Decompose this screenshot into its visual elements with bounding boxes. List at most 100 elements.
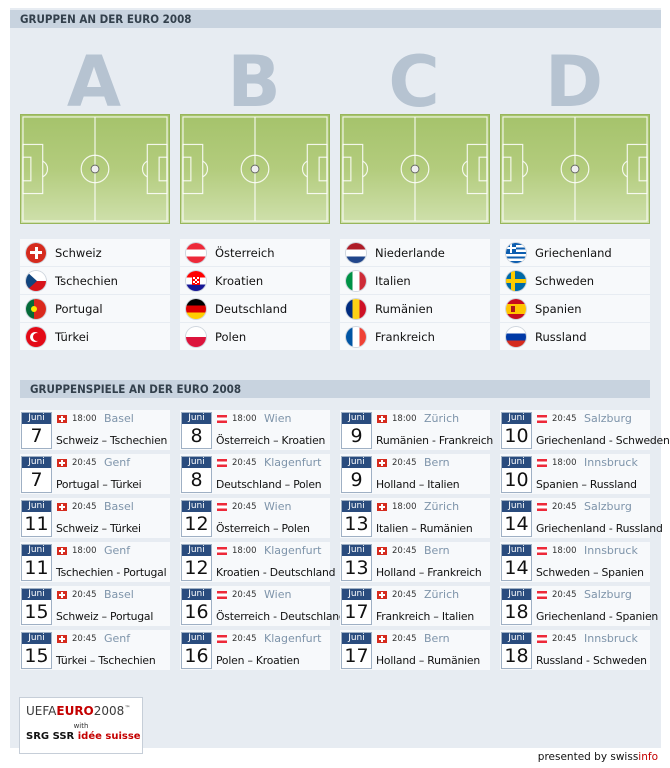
calendar-icon: Juni 12 [181,500,212,537]
match-teams: Kroatien - Deutschland [216,566,336,579]
team-name: Spanien [535,301,582,316]
pt-flag-icon [26,298,46,319]
match-teams: Tschechien - Portugal [56,566,167,579]
match-day: 15 [24,645,49,667]
at-flag-icon [186,242,206,263]
group-letter-d: D [544,41,604,123]
match-card: Juni 18 20:45 Innsbruck Russland - Schweden [500,630,650,670]
match-teams: Griechenland - Spanien [536,610,659,623]
match-card: Juni 9 18:00 Zürich Rumänien - Frankreich [340,410,493,450]
es-flag-icon [506,298,526,319]
match-day: 9 [350,469,363,491]
ch-host-flag-icon [57,503,67,511]
group-letter-a: A [66,41,122,123]
match-card: Juni 13 18:00 Zürich Italien – Rumänien [340,498,490,538]
team-row: Polen [180,323,330,350]
match-card: Juni 11 20:45 Basel Schweiz – Türkei [20,498,170,538]
team-row: Kroatien [180,267,330,294]
match-city: Wien [264,500,292,513]
match-card: Juni 15 20:45 Basel Schweiz – Portugal [20,586,170,626]
match-time: 20:45 [392,546,417,556]
se-flag-icon [506,270,526,291]
at-host-flag-icon [217,635,227,643]
team-row: Tschechien [20,267,170,294]
match-month: Juni [342,413,371,424]
calendar-icon: Juni 14 [501,500,532,537]
ch-host-flag-icon [57,591,67,599]
team-name: Italien [375,273,411,288]
match-month: Juni [342,501,371,512]
match-day: 17 [344,601,369,623]
at-host-flag-icon [537,415,547,423]
team-row: Spanien [500,295,650,322]
match-time: 20:45 [552,634,577,644]
match-city: Innsbruck [584,544,638,557]
cz-flag-icon [26,270,46,291]
at-host-flag-icon [537,591,547,599]
match-city: Wien [264,412,292,425]
match-time: 18:00 [392,414,417,424]
match-time: 20:45 [232,502,257,512]
ch-host-flag-icon [377,415,387,423]
match-city: Basel [104,500,134,513]
calendar-icon: Juni 8 [181,456,212,493]
match-time: 20:45 [552,502,577,512]
match-time: 18:00 [72,546,97,556]
match-card: Juni 17 20:45 Bern Holland – Rumänien [340,630,490,670]
match-city: Zürich [424,412,460,425]
team-name: Tschechien [55,273,118,288]
at-host-flag-icon [217,415,227,423]
at-host-flag-icon [537,459,547,467]
team-name: Deutschland [215,301,288,316]
match-month: Juni [342,633,371,644]
match-city: Innsbruck [584,632,638,645]
calendar-icon: Juni 8 [181,412,212,449]
match-day: 8 [190,469,203,491]
match-city: Zürich [424,588,460,601]
tr-flag-icon [26,326,46,347]
match-teams: Schweiz – Portugal [56,610,154,623]
ch-host-flag-icon [377,591,387,599]
it-flag-icon [346,270,366,291]
match-month: Juni [502,633,531,644]
hr-flag-icon [186,270,206,291]
match-time: 20:45 [552,590,577,600]
match-month: Juni [182,413,211,424]
match-month: Juni [502,545,531,556]
team-name: Rumänien [375,301,433,316]
calendar-icon: Juni 18 [501,632,532,669]
match-time: 20:45 [232,634,257,644]
match-day: 10 [504,469,529,491]
match-month: Juni [22,589,51,600]
pitch-graphic [340,114,490,224]
team-row: Frankreich [340,323,490,350]
ch-host-flag-icon [377,503,387,511]
pitch-graphic [180,114,330,224]
ru-flag-icon [506,326,526,347]
match-day: 11 [24,513,49,535]
match-month: Juni [502,589,531,600]
match-day: 11 [24,557,49,579]
match-day: 10 [504,425,529,447]
match-day: 18 [504,645,529,667]
match-time: 20:45 [72,502,97,512]
match-month: Juni [502,457,531,468]
match-city: Salzburg [584,412,632,425]
match-month: Juni [502,501,531,512]
match-time: 20:45 [552,414,577,424]
match-month: Juni [22,501,51,512]
match-city: Basel [104,588,134,601]
match-time: 20:45 [72,458,97,468]
calendar-icon: Juni 11 [21,500,52,537]
match-city: Salzburg [584,500,632,513]
ro-flag-icon [346,298,366,319]
match-day: 13 [344,513,369,535]
match-teams: Griechenland - Schweden [536,434,670,447]
match-day: 7 [30,425,43,447]
pitch-graphic [500,114,650,224]
match-month: Juni [342,545,371,556]
match-teams: Italien – Rumänien [376,522,473,535]
team-row: Schweden [500,267,650,294]
match-city: Genf [104,456,131,469]
team-row: Deutschland [180,295,330,322]
